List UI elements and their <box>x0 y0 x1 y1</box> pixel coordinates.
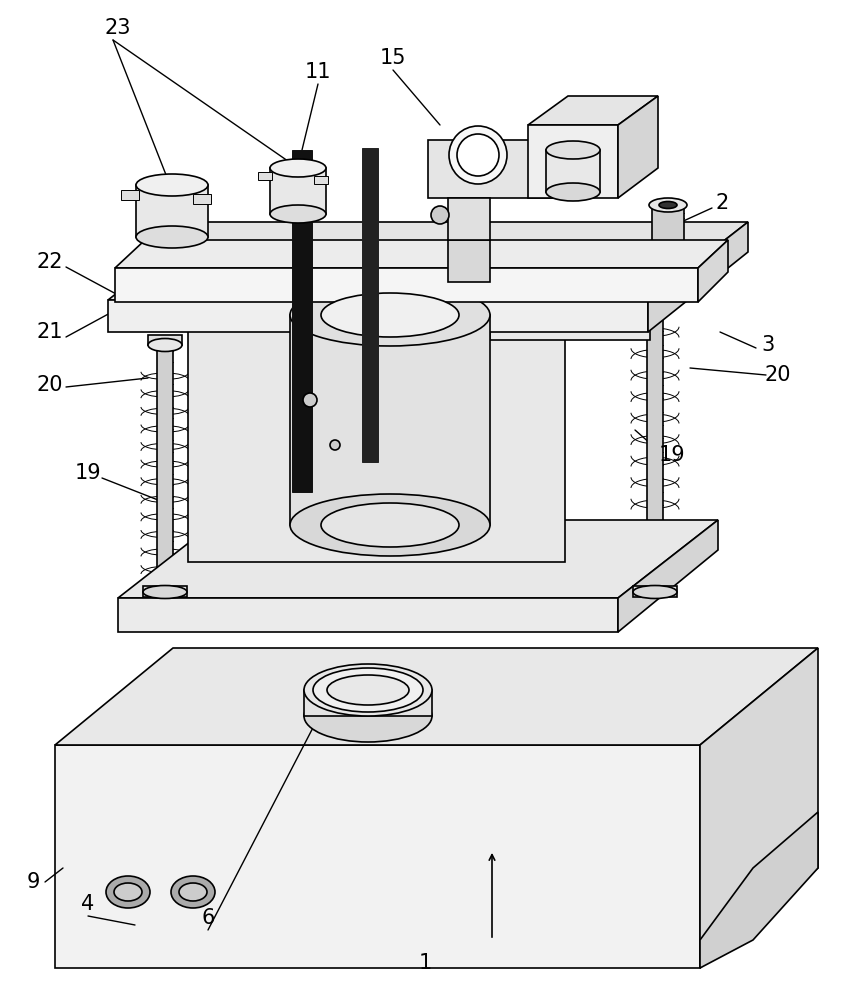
Polygon shape <box>143 586 187 597</box>
Polygon shape <box>652 205 684 267</box>
Polygon shape <box>121 190 139 200</box>
Text: 21: 21 <box>37 322 63 342</box>
Ellipse shape <box>457 134 499 176</box>
Text: 11: 11 <box>305 62 331 82</box>
Ellipse shape <box>321 293 459 337</box>
Ellipse shape <box>270 205 326 223</box>
Polygon shape <box>648 222 748 332</box>
Polygon shape <box>258 172 272 180</box>
Text: 1: 1 <box>419 953 431 973</box>
Polygon shape <box>193 194 211 204</box>
Text: 20: 20 <box>765 365 791 385</box>
Polygon shape <box>118 520 718 598</box>
Polygon shape <box>55 745 700 968</box>
Ellipse shape <box>179 883 207 901</box>
Ellipse shape <box>304 664 432 716</box>
Polygon shape <box>148 335 182 345</box>
Polygon shape <box>136 185 208 237</box>
Polygon shape <box>118 598 618 632</box>
Ellipse shape <box>114 883 142 901</box>
Text: 20: 20 <box>37 375 63 395</box>
Ellipse shape <box>633 585 677 598</box>
Polygon shape <box>115 268 698 302</box>
Ellipse shape <box>327 675 409 705</box>
Ellipse shape <box>290 494 490 556</box>
Ellipse shape <box>148 338 182 352</box>
Text: 4: 4 <box>82 894 94 914</box>
Polygon shape <box>546 150 600 192</box>
Polygon shape <box>633 586 677 597</box>
Ellipse shape <box>106 876 150 908</box>
Ellipse shape <box>270 159 326 177</box>
Ellipse shape <box>546 141 600 159</box>
Polygon shape <box>638 288 672 298</box>
Polygon shape <box>314 176 328 184</box>
Ellipse shape <box>136 226 208 248</box>
Polygon shape <box>448 240 490 282</box>
Text: 15: 15 <box>380 48 406 68</box>
Ellipse shape <box>143 585 187 598</box>
Ellipse shape <box>449 126 507 184</box>
Ellipse shape <box>313 668 423 712</box>
Ellipse shape <box>330 440 340 450</box>
Polygon shape <box>157 345 173 592</box>
Polygon shape <box>528 96 658 125</box>
Ellipse shape <box>638 292 672 304</box>
Polygon shape <box>292 150 312 492</box>
Ellipse shape <box>321 503 459 547</box>
Ellipse shape <box>304 690 432 742</box>
Polygon shape <box>528 125 618 198</box>
Polygon shape <box>290 315 490 525</box>
Ellipse shape <box>290 284 490 346</box>
Polygon shape <box>618 520 718 632</box>
Polygon shape <box>108 222 748 300</box>
Ellipse shape <box>136 174 208 196</box>
Polygon shape <box>108 300 648 332</box>
Polygon shape <box>618 96 658 198</box>
Polygon shape <box>304 690 432 716</box>
Polygon shape <box>490 315 650 340</box>
Polygon shape <box>448 198 490 240</box>
Ellipse shape <box>659 202 677 209</box>
Polygon shape <box>270 168 326 214</box>
Polygon shape <box>188 315 565 562</box>
Ellipse shape <box>546 183 600 201</box>
Polygon shape <box>115 240 728 268</box>
Ellipse shape <box>171 876 215 908</box>
Text: 23: 23 <box>105 18 131 38</box>
Polygon shape <box>428 140 558 198</box>
Text: 6: 6 <box>202 908 214 928</box>
Polygon shape <box>698 240 728 302</box>
Ellipse shape <box>649 198 687 212</box>
Text: 2: 2 <box>716 193 728 213</box>
Polygon shape <box>700 648 818 968</box>
Text: 3: 3 <box>762 335 774 355</box>
Polygon shape <box>490 292 680 315</box>
Text: 22: 22 <box>37 252 63 272</box>
Text: 19: 19 <box>75 463 101 483</box>
Ellipse shape <box>303 393 317 407</box>
Polygon shape <box>700 812 818 968</box>
Ellipse shape <box>431 206 449 224</box>
Text: 9: 9 <box>26 872 40 892</box>
Polygon shape <box>362 148 378 462</box>
Polygon shape <box>55 648 818 745</box>
Polygon shape <box>647 298 663 592</box>
Text: 19: 19 <box>659 445 685 465</box>
